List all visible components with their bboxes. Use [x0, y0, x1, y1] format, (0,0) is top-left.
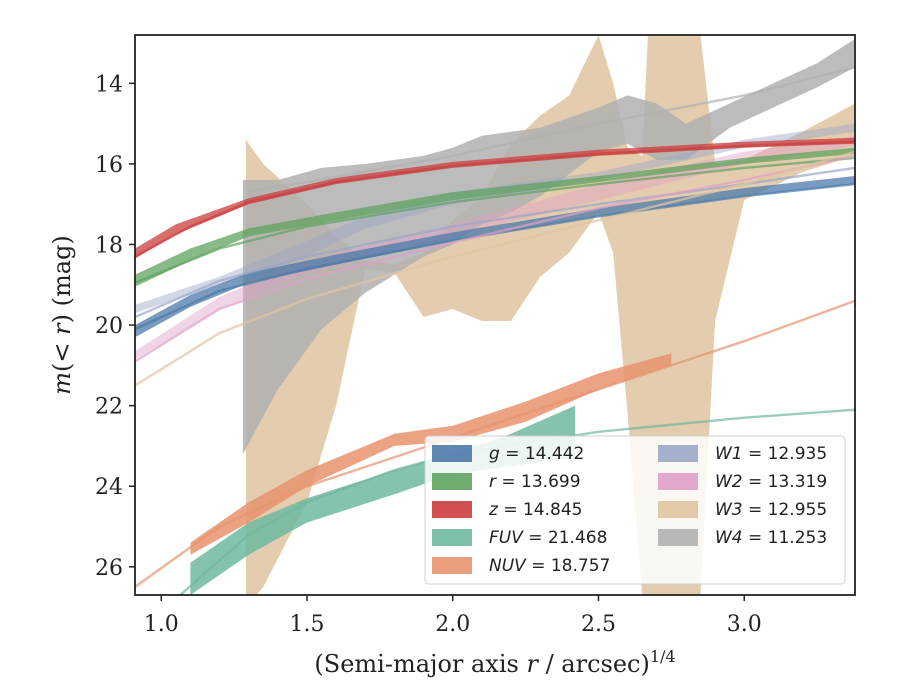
y-axis-label-m: m: [48, 372, 76, 395]
plot-frame: [134, 34, 856, 596]
x-tick-label: 1.0: [144, 612, 179, 637]
band-area-nuv: [190, 353, 672, 555]
legend-label-z: z = 14.845: [488, 500, 582, 520]
x-axis: 1.0 1.5 2.0 2.5 3.0: [144, 595, 762, 637]
model-curve-fuv: [178, 408, 855, 595]
legend-swatch-g: [432, 445, 472, 462]
legend-label-w1: W1 = 12.935: [715, 444, 827, 464]
legend-swatch-w4: [658, 529, 698, 546]
model-curve-w4: [245, 66, 855, 194]
x-axis-label-exponent: 1/4: [650, 647, 676, 666]
x-axis-label-suffix: / arcsec): [538, 650, 650, 678]
band-area-w4: [242, 39, 855, 454]
y-tick-label: 22: [95, 395, 123, 420]
x-tick-label: 3.0: [727, 612, 762, 637]
legend-label-w3: W3 = 12.955: [715, 500, 827, 520]
legend-label-r: r = 13.699: [489, 472, 581, 492]
legend-label-g: g = 14.442: [489, 444, 584, 464]
legend: g = 14.442 r = 13.699 z = 14.845 FUV = 21.4…: [424, 435, 846, 585]
legend-swatch-fuv: [432, 529, 472, 546]
model-curve-g: [135, 182, 855, 331]
legend-swatch-w3: [658, 501, 698, 518]
x-axis-label-prefix: (Semi-major axis: [314, 650, 526, 678]
y-tick-label: 26: [95, 556, 123, 581]
x-tick-label: 2.0: [435, 612, 470, 637]
legend-swatch-nuv: [432, 557, 472, 574]
legend-label-nuv: NUV = 18.757: [489, 556, 610, 576]
y-axis-label-close: ) (mag): [48, 235, 76, 323]
legend-swatch-w1: [658, 445, 698, 462]
legend-label-w4: W4 = 11.253: [715, 528, 827, 548]
y-axis: 14 16 18 20 22 24 26: [95, 72, 135, 581]
y-axis-label-open: (: [48, 363, 76, 372]
legend-swatch-w2: [658, 473, 698, 490]
x-axis-label-var: r: [526, 650, 539, 678]
y-axis-label: m(< r) (mag): [48, 235, 76, 395]
model-curve-w2: [135, 154, 855, 363]
legend-swatch-r: [432, 473, 472, 490]
y-tick-label: 18: [95, 233, 123, 258]
y-axis-label-lt: < r: [48, 322, 76, 363]
y-tick-label: 16: [95, 153, 123, 178]
y-tick-label: 20: [95, 314, 123, 339]
model-curve-z: [135, 140, 855, 258]
y-tick-label: 14: [95, 72, 123, 97]
x-axis-label: (Semi-major axis r / arcsec)1/4: [314, 647, 675, 678]
model-curve-r: [135, 156, 855, 284]
x-tick-label: 1.5: [289, 612, 324, 637]
legend-frame: [424, 435, 846, 585]
model-curve-w3: [135, 150, 855, 387]
legend-label-w2: W2 = 13.319: [715, 472, 827, 492]
y-tick-label: 24: [95, 475, 123, 500]
legend-swatch-z: [432, 501, 472, 518]
x-tick-label: 2.5: [581, 612, 616, 637]
model-curves: [135, 66, 855, 595]
legend-label-fuv: FUV = 21.468: [489, 528, 607, 548]
